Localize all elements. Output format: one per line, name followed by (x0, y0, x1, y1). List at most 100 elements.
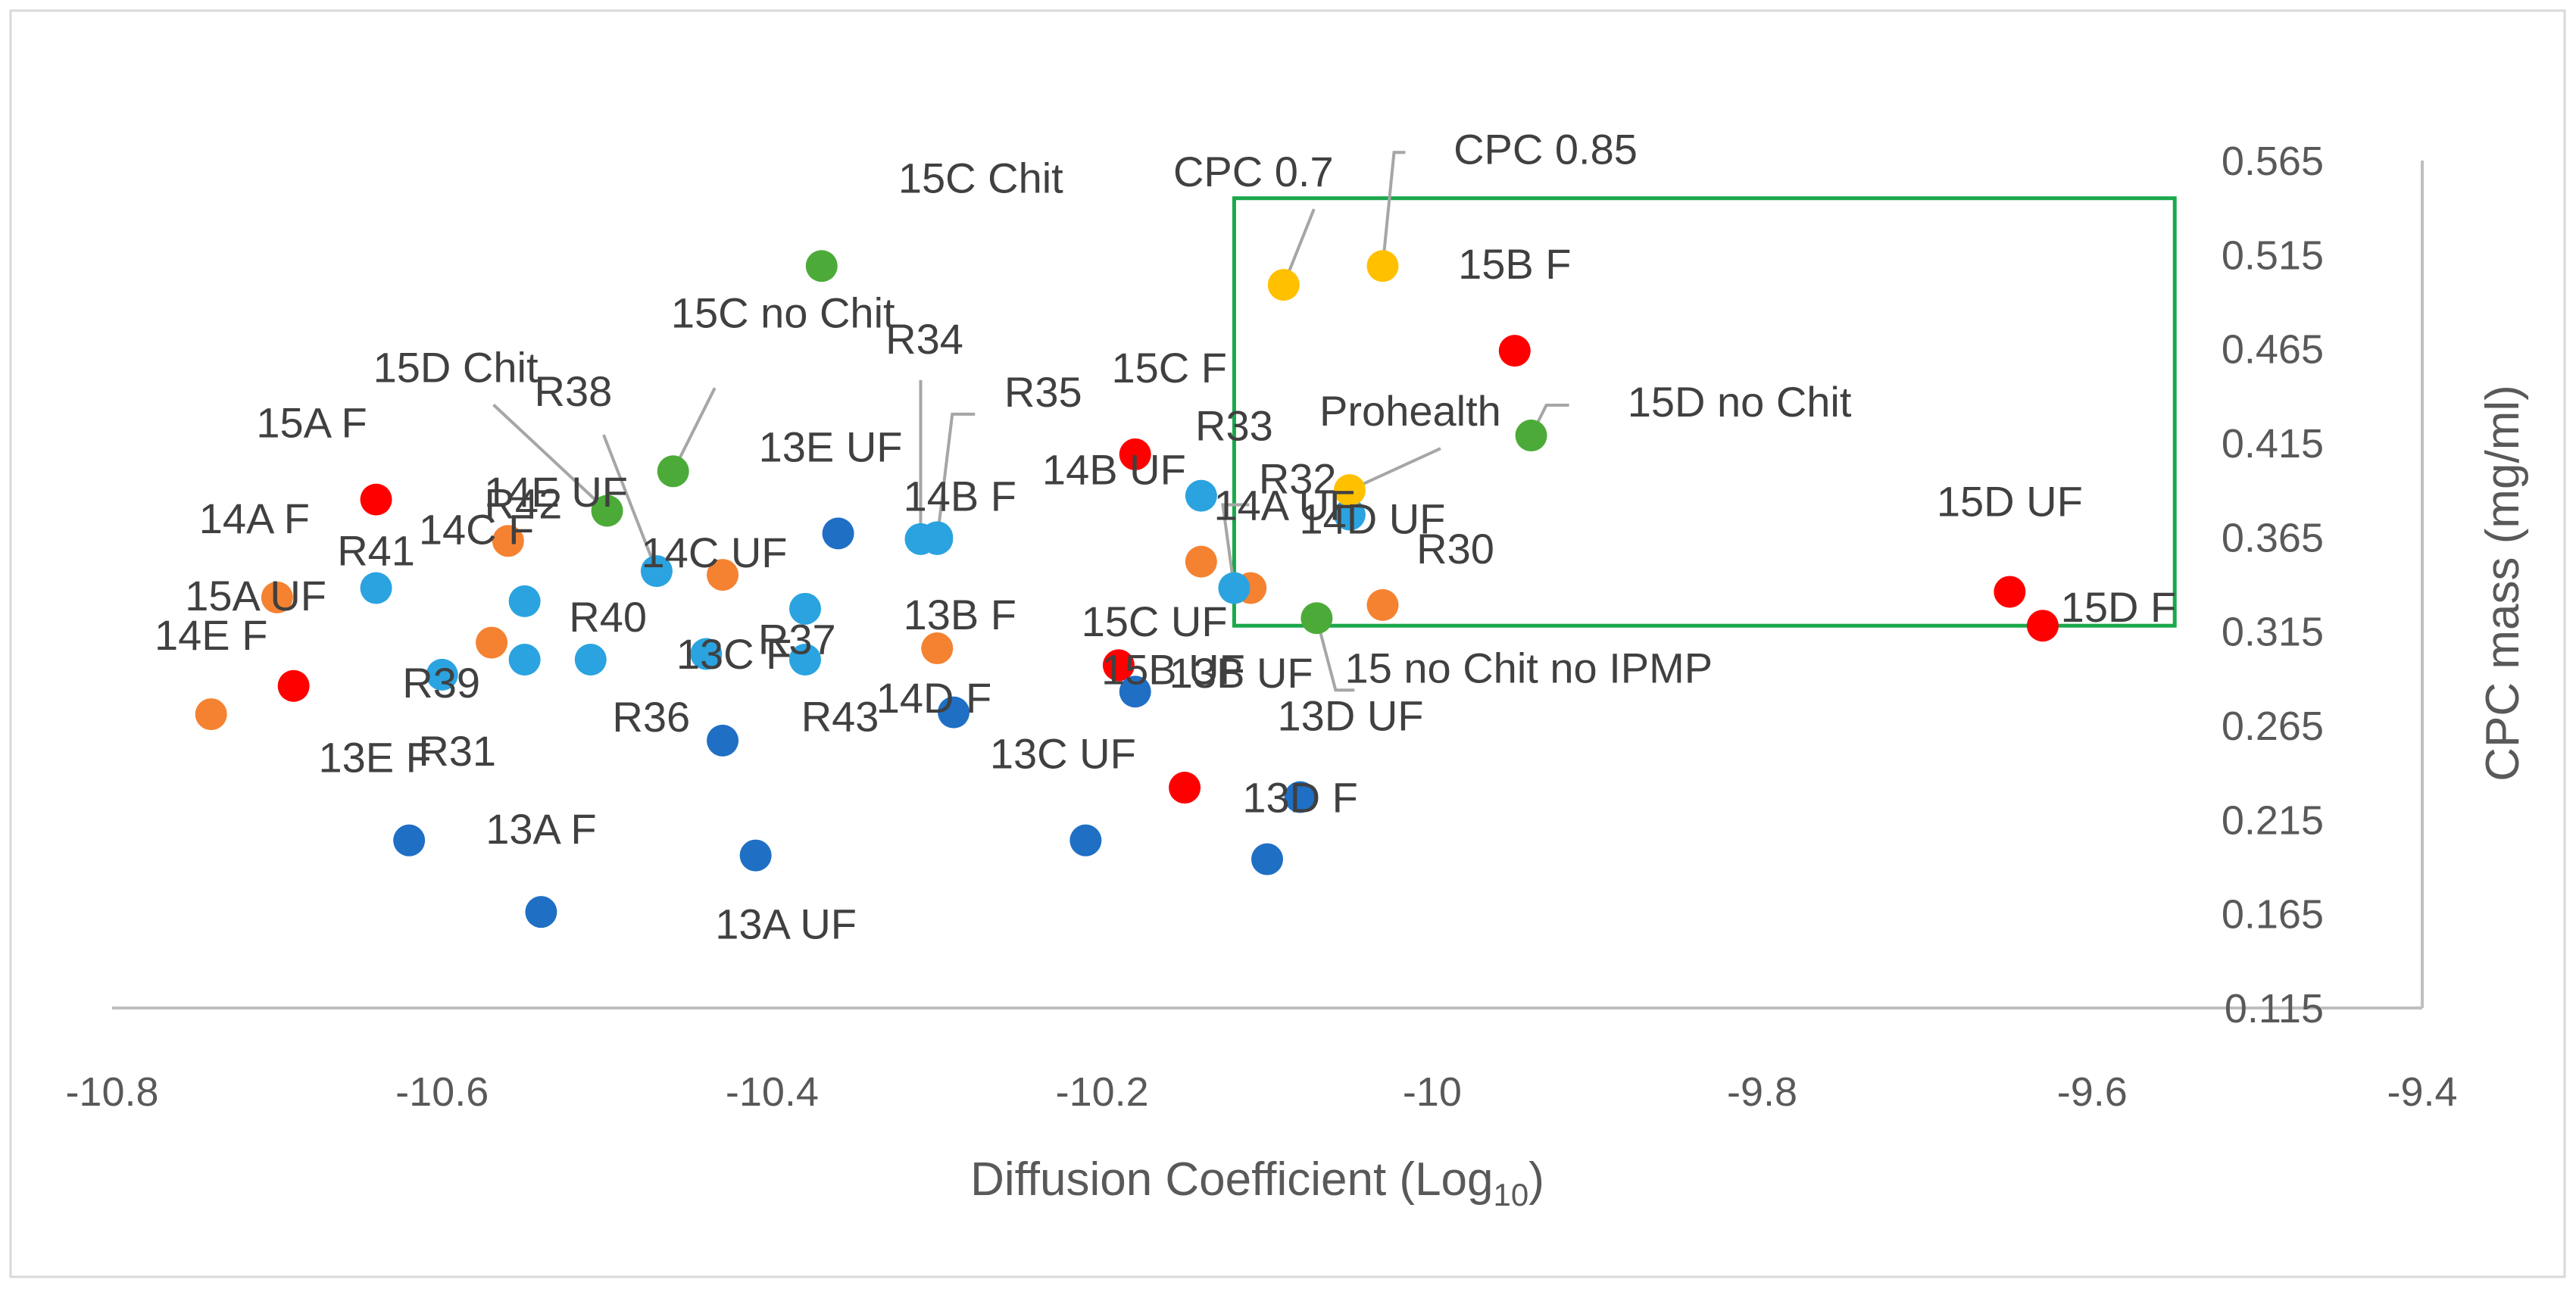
scatter-point (1102, 649, 1135, 682)
point-label: 13C UF (990, 730, 1136, 778)
x-tick-label: -9.6 (2057, 1069, 2128, 1115)
y-tick-label: 0.465 (2222, 327, 2324, 373)
scatter-point (277, 669, 310, 702)
y-tick-labels: 0.115 0.165 0.215 0.265 0.315 0.365 0.415 0.465… (2222, 139, 2324, 1031)
scatter-point (789, 643, 821, 676)
point-label: 14A F (199, 495, 310, 542)
x-tick-labels: -10.8 -10.6 -10.4 -10.2 -10 -9.8 -9.6 -9.4 (65, 1069, 2457, 1115)
point-label: 15C no Chit (671, 289, 895, 336)
data-points (195, 250, 2059, 928)
point-label: 14E F (155, 611, 267, 659)
scatter-point (938, 696, 970, 729)
point-label: R34 (885, 315, 963, 363)
x-tick-label: -10.6 (395, 1069, 489, 1115)
point-label: CPC 0.85 (1453, 125, 1638, 173)
scatter-point (360, 483, 392, 516)
point-label: 13A F (486, 805, 596, 853)
x-tick-label: -10 (1403, 1069, 1462, 1115)
scatter-point (393, 824, 426, 857)
scatter-point (508, 643, 541, 676)
leader-line (935, 412, 976, 540)
y-tick-label: 0.515 (2222, 232, 2324, 278)
point-labels: 15A F 15A UF 15B F 15B UF 15C F 15C UF 15D UF 1… (155, 125, 2176, 947)
point-label: R38 (535, 367, 613, 415)
scatter-point (574, 643, 607, 676)
point-label: 15A F (256, 399, 367, 447)
scatter-point (690, 638, 723, 670)
scatter-point (707, 724, 739, 757)
scatter-point (1366, 588, 1399, 621)
point-label: R42 (484, 479, 562, 527)
point-label: 15 no Chit no IPMP (1345, 644, 1713, 691)
x-axis-title: Diffusion Coefficient (Log10) (970, 1153, 1544, 1212)
y-tick-label: 0.215 (2222, 797, 2324, 843)
point-label: 14D F (876, 674, 992, 722)
x-tick-label: -9.4 (2387, 1069, 2457, 1115)
y-tick-label: 0.365 (2222, 515, 2324, 560)
scatter-point (1069, 824, 1102, 857)
point-label: 15C UF (1082, 598, 1228, 645)
point-label: Prohealth (1319, 387, 1501, 435)
point-label: 13E F (318, 734, 431, 782)
scatter-point (195, 698, 227, 731)
point-label: R39 (402, 659, 480, 707)
point-label: 15B UF (1101, 645, 1245, 693)
y-tick-label: 0.565 (2222, 139, 2324, 184)
point-label: R37 (758, 616, 836, 663)
point-label: 14D UF (1299, 495, 1445, 542)
scatter-point (1515, 420, 1547, 452)
point-label: 14B F (904, 472, 1016, 520)
scatter-point (1218, 572, 1251, 604)
y-tick-label: 0.115 (2225, 986, 2324, 1031)
point-label: CPC 0.7 (1173, 148, 1334, 195)
point-label: 13A UF (715, 900, 857, 948)
scatter-point (1333, 498, 1366, 531)
y-tick-label: 0.265 (2222, 704, 2324, 749)
leader-line (1349, 447, 1441, 492)
scatter-point (2026, 610, 2059, 642)
point-label: R41 (337, 526, 415, 574)
scatter-point (591, 495, 623, 527)
scatter-point (1267, 269, 1300, 301)
point-label: 14A UF (1213, 482, 1355, 529)
y-tick-label: 0.165 (2222, 892, 2324, 938)
point-label: 15D no Chit (1628, 378, 1852, 426)
point-label: 13E UF (759, 423, 903, 470)
point-label: 15D Chit (373, 344, 539, 392)
scatter-point (261, 581, 293, 613)
point-label: 13B F (904, 591, 1016, 638)
x-tick-label: -10.2 (1056, 1069, 1149, 1115)
x-tick-label: -10.4 (726, 1069, 819, 1115)
point-label: 15D UF (1937, 477, 2083, 525)
scatter-point (789, 592, 821, 625)
point-label: 15C Chit (898, 154, 1063, 201)
point-label: 13D F (1242, 773, 1358, 821)
point-label: 13C F (676, 630, 792, 678)
point-label: R30 (1416, 525, 1494, 573)
scatter-point (492, 525, 524, 557)
leader-lines (492, 151, 1569, 692)
point-label: 15C F (1111, 344, 1227, 392)
point-label: R31 (418, 727, 496, 775)
scatter-point (1185, 545, 1217, 578)
chart-frame (9, 9, 2566, 1278)
point-label: 15D F (2061, 583, 2177, 631)
scatter-point (739, 839, 772, 872)
x-axis-title-main: Diffusion Coefficient (Log (970, 1153, 1493, 1206)
scatter-point (1366, 250, 1399, 282)
point-label: R36 (612, 693, 690, 741)
y-tick-label: 0.315 (2222, 610, 2324, 655)
leader-line (602, 434, 658, 572)
x-axis-title-end: ) (1528, 1153, 1544, 1206)
scatter-point (508, 585, 541, 617)
scatter-point (805, 250, 838, 282)
scatter-point (1169, 772, 1201, 804)
scatter-point (921, 521, 954, 554)
scatter-point (707, 559, 739, 591)
point-label: R35 (1004, 368, 1082, 416)
scatter-point (1300, 602, 1333, 635)
point-label: 13B UF (1169, 649, 1313, 697)
scatter-point (1185, 479, 1217, 512)
